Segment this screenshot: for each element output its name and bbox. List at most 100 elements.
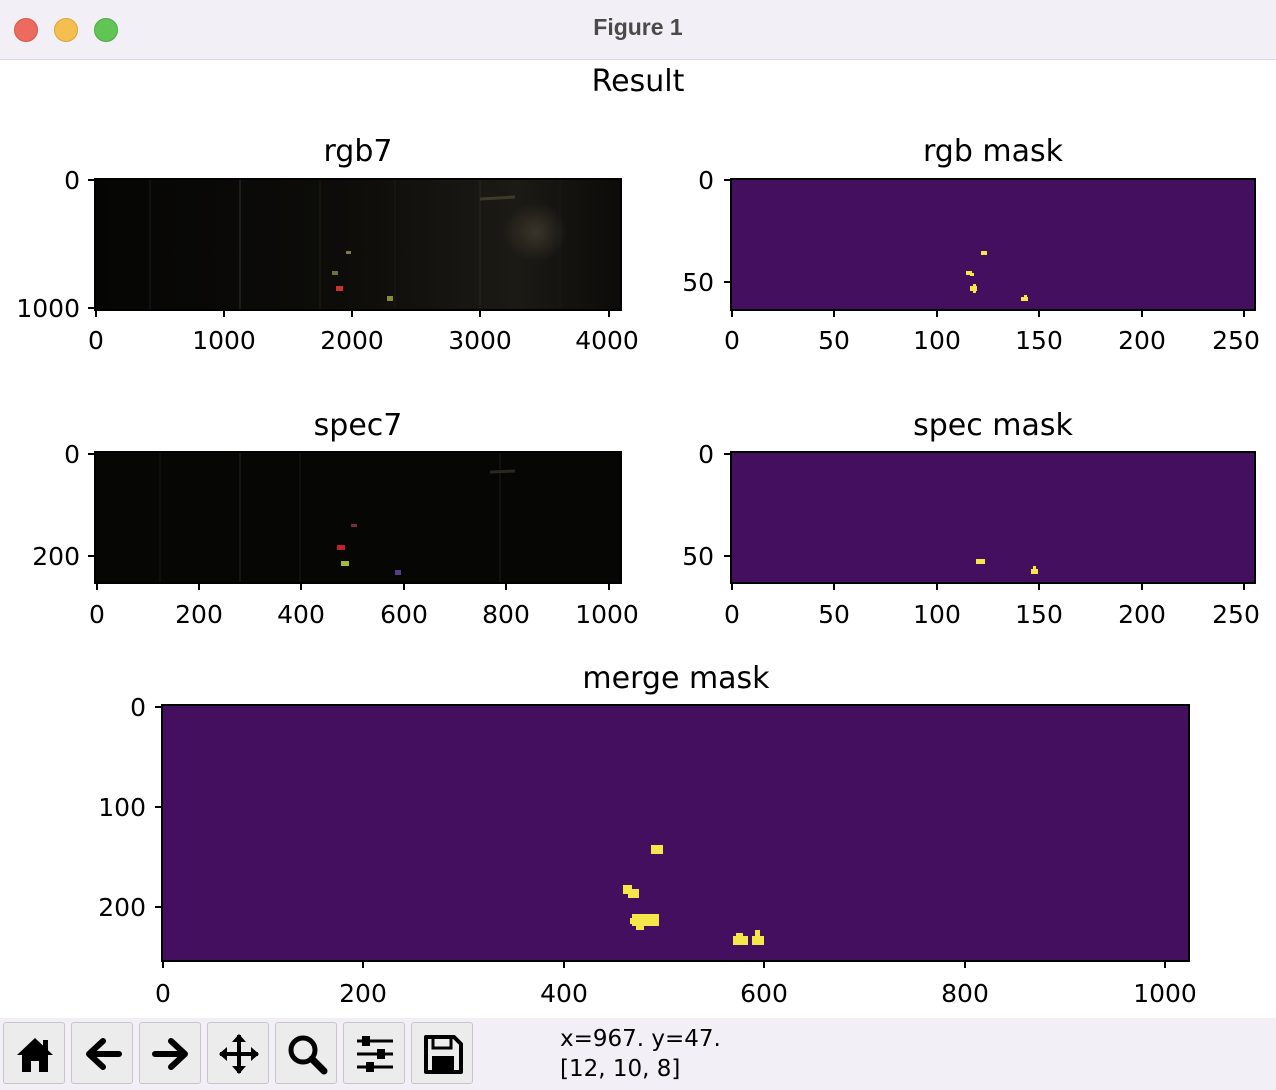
rgb7-streak bbox=[479, 195, 516, 201]
plot-spec-mask: spec mask 0 50 0 50 100 150 200 250 bbox=[682, 408, 1260, 629]
x-tick-label: 100 bbox=[913, 326, 961, 355]
pan-button[interactable] bbox=[207, 1022, 269, 1084]
x-tick-label: 50 bbox=[818, 326, 850, 355]
zoom-button[interactable] bbox=[275, 1022, 337, 1084]
spec7-image-streaks bbox=[159, 452, 501, 583]
plot-rgb7: rgb7 0 1000 0 1000 2000 3000 bbox=[16, 134, 638, 355]
x-tick-label: 4000 bbox=[575, 326, 639, 355]
x-tick-label: 100 bbox=[913, 600, 961, 629]
back-button[interactable] bbox=[71, 1022, 133, 1084]
x-tick-label: 1000 bbox=[1133, 979, 1197, 1008]
y-tick-label: 0 bbox=[64, 166, 80, 195]
x-tick-label: 0 bbox=[724, 600, 740, 629]
spec-mask-frame bbox=[730, 451, 1256, 584]
spec-mask-tick-marks bbox=[724, 453, 1245, 590]
x-tick-label: 600 bbox=[740, 979, 788, 1008]
window-title: Figure 1 bbox=[593, 14, 683, 40]
y-tick-label: 50 bbox=[682, 268, 714, 297]
rgb-mask-image bbox=[731, 179, 1255, 310]
arrow-left-icon bbox=[86, 1038, 122, 1070]
spec7-frame bbox=[94, 451, 622, 584]
x-tick-label: 0 bbox=[89, 600, 105, 629]
figure-canvas[interactable]: Result rgb7 0 1000 0 1000 20 bbox=[0, 60, 1276, 1018]
cursor-readout: x=967. y=47. [12, 10, 8] bbox=[560, 1024, 721, 1084]
y-tick-label: 0 bbox=[130, 693, 146, 722]
rgb7-glow bbox=[503, 202, 567, 262]
move-icon bbox=[219, 1034, 259, 1074]
spec7-tick-marks bbox=[88, 453, 610, 590]
rgb7-spot bbox=[387, 296, 393, 301]
plot-title: merge mask bbox=[582, 661, 770, 696]
y-tick-label: 50 bbox=[682, 542, 714, 571]
spec7-spot bbox=[395, 570, 401, 575]
x-tick-label: 250 bbox=[1212, 326, 1260, 355]
rgb-mask-tick-marks bbox=[724, 179, 1245, 317]
spec7-image bbox=[95, 452, 621, 583]
figure-suptitle: Result bbox=[592, 64, 685, 99]
zoom-window-button[interactable] bbox=[94, 18, 118, 42]
plot-title: rgb7 bbox=[324, 134, 393, 169]
x-tick-label: 250 bbox=[1212, 600, 1260, 629]
sliders-icon bbox=[357, 1036, 393, 1072]
spec7-spot bbox=[337, 545, 345, 550]
x-tick-label: 800 bbox=[482, 600, 530, 629]
forward-button[interactable] bbox=[139, 1022, 201, 1084]
window-titlebar: Figure 1 bbox=[0, 0, 1276, 60]
close-window-button[interactable] bbox=[14, 18, 38, 42]
plot-title: spec7 bbox=[314, 408, 403, 443]
configure-subplots-button[interactable] bbox=[343, 1022, 405, 1084]
x-tick-label: 200 bbox=[1118, 326, 1166, 355]
merge-mask-frame bbox=[161, 704, 1190, 962]
minimize-window-button[interactable] bbox=[54, 18, 78, 42]
y-tick-label: 0 bbox=[698, 440, 714, 469]
spec7-streak bbox=[489, 469, 516, 474]
spec-mask-image bbox=[731, 452, 1255, 583]
x-tick-label: 0 bbox=[155, 979, 171, 1008]
home-icon bbox=[17, 1038, 53, 1072]
x-tick-label: 200 bbox=[175, 600, 223, 629]
merge-mask-blobs bbox=[623, 845, 764, 945]
x-tick-label: 1000 bbox=[575, 600, 639, 629]
arrow-right-icon bbox=[152, 1038, 188, 1070]
x-tick-label: 2000 bbox=[320, 326, 384, 355]
magnifier-icon bbox=[288, 1035, 328, 1075]
x-tick-label: 200 bbox=[339, 979, 387, 1008]
cursor-coordinates: x=967. y=47. bbox=[560, 1026, 721, 1052]
home-button[interactable] bbox=[3, 1022, 65, 1084]
x-tick-label: 200 bbox=[1118, 600, 1166, 629]
merge-mask-image bbox=[162, 705, 1189, 961]
rgb7-xtick-marks bbox=[95, 310, 610, 317]
plot-title: spec mask bbox=[913, 408, 1073, 443]
y-tick-label: 0 bbox=[64, 440, 80, 469]
y-tick-label: 200 bbox=[98, 893, 146, 922]
y-tick-label: 1000 bbox=[16, 294, 80, 323]
plot-title: rgb mask bbox=[923, 134, 1064, 169]
y-tick-label: 0 bbox=[698, 166, 714, 195]
rgb7-ytick-marks bbox=[88, 179, 95, 309]
x-tick-label: 150 bbox=[1015, 600, 1063, 629]
spec7-spot bbox=[341, 561, 349, 566]
rgb7-spot bbox=[336, 286, 343, 291]
x-tick-label: 50 bbox=[818, 600, 850, 629]
floppy-disk-icon bbox=[424, 1035, 463, 1074]
rgb-mask-frame bbox=[730, 178, 1256, 311]
x-tick-label: 1000 bbox=[192, 326, 256, 355]
rgb7-spot bbox=[332, 271, 338, 275]
y-tick-label: 100 bbox=[98, 793, 146, 822]
rgb-mask-blobs bbox=[966, 251, 1028, 301]
x-tick-label: 400 bbox=[540, 979, 588, 1008]
navigation-toolbar: x=967. y=47. [12, 10, 8] bbox=[0, 1018, 1276, 1090]
x-tick-label: 800 bbox=[941, 979, 989, 1008]
rgb7-spot bbox=[346, 251, 351, 254]
plot-rgb-mask: rgb mask 0 50 0 50 100 150 200 250 bbox=[682, 134, 1260, 355]
x-tick-label: 400 bbox=[277, 600, 325, 629]
save-button[interactable] bbox=[411, 1022, 473, 1084]
x-tick-label: 600 bbox=[380, 600, 428, 629]
plot-merge-mask: merge mask 0 100 200 0 200 400 600 800 1… bbox=[98, 661, 1197, 1008]
x-tick-label: 150 bbox=[1015, 326, 1063, 355]
pixel-value: [12, 10, 8] bbox=[560, 1056, 681, 1082]
y-tick-label: 200 bbox=[32, 542, 80, 571]
x-tick-label: 3000 bbox=[448, 326, 512, 355]
merge-mask-tick-marks bbox=[155, 706, 1166, 968]
x-tick-label: 0 bbox=[88, 326, 104, 355]
